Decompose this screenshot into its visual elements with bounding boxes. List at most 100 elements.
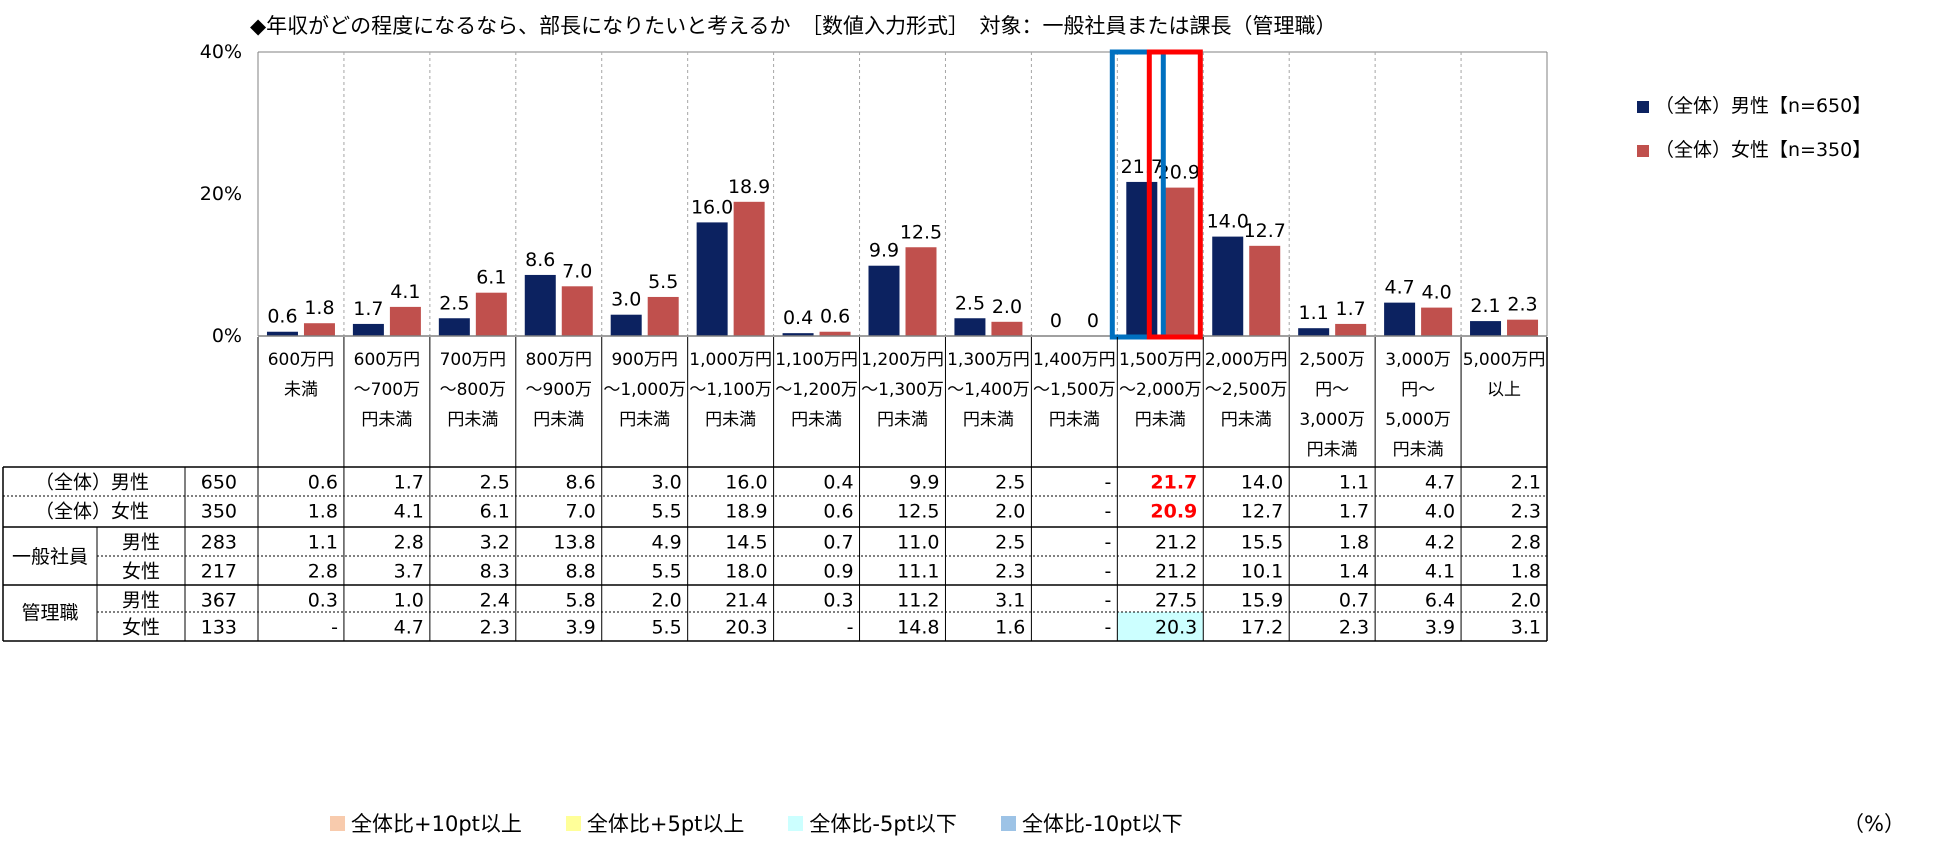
row-n-value: 133 (201, 617, 237, 639)
table-cell: 2.3 (1511, 501, 1541, 523)
table-cell: 4.2 (1425, 532, 1455, 554)
bar-value-label: 1.1 (1299, 302, 1329, 324)
category-label: 円未満 (705, 410, 756, 430)
highlight-box (1109, 49, 1166, 340)
y-tick-label: 40% (200, 41, 242, 63)
table-cell: 11.2 (897, 590, 939, 612)
bar-value-label: 2.3 (1507, 294, 1537, 316)
bar (1507, 319, 1539, 336)
table-cell: 3.1 (1511, 617, 1541, 639)
bar (1384, 302, 1416, 336)
table-cell: 12.7 (1241, 501, 1283, 523)
bar (1126, 181, 1158, 336)
table-cell: 3.0 (651, 472, 681, 494)
table-cell: 1.1 (1339, 472, 1369, 494)
bar-value-label: 4.1 (390, 281, 420, 303)
row-group-label: 管理職 (21, 602, 78, 624)
row-n-value: 283 (201, 532, 237, 554)
table-cell: 14.5 (725, 532, 767, 554)
table-cell: 21.7 (1150, 472, 1197, 494)
table-cell: 3.1 (995, 590, 1025, 612)
footer-legend-label: 全体比+5pt以上 (586, 812, 745, 836)
table-cell: 10.1 (1241, 561, 1283, 583)
table-cell: 1.8 (308, 501, 338, 523)
row-n-value: 350 (201, 501, 237, 523)
table-cell: 3.2 (480, 532, 510, 554)
bar-value-label: 8.6 (525, 249, 555, 271)
table-cell: 1.6 (995, 617, 1025, 639)
footer-legend-swatch (330, 815, 345, 831)
bar-value-label: 7.0 (562, 260, 592, 282)
table-cell: 20.3 (1155, 617, 1197, 639)
table-cell: 17.2 (1241, 617, 1283, 639)
table-cell: 3.9 (566, 617, 596, 639)
bar-value-label: 3.0 (611, 289, 641, 311)
category-label: 円未満 (1135, 410, 1186, 430)
row-n-value: 650 (201, 472, 237, 494)
table-cell: - (1104, 617, 1111, 639)
bar (303, 323, 335, 336)
bar-value-label: 2.1 (1470, 295, 1500, 317)
bar (954, 318, 986, 336)
table-cell: 2.3 (995, 561, 1025, 583)
category-label: 円未満 (1221, 410, 1272, 430)
bar-value-label: 5.5 (648, 271, 678, 293)
category-label: 2,500万 (1299, 350, 1365, 370)
table-cell: - (1104, 472, 1111, 494)
bar-value-label: 16.0 (691, 196, 733, 218)
table-cell: 0.3 (308, 590, 338, 612)
category-label: 600万円 (268, 350, 334, 370)
bar-value-label: 12.5 (900, 221, 942, 243)
table-cell: 14.0 (1241, 472, 1283, 494)
table-cell: 1.8 (1511, 561, 1541, 583)
table-cell: 11.1 (897, 561, 939, 583)
footer-legend-item: 全体比-10pt以下 (1000, 808, 1183, 838)
table-cell: 6.4 (1425, 590, 1455, 612)
row-n-value: 217 (201, 561, 237, 583)
row-gender-label: 男性 (122, 590, 160, 612)
category-label: ～900万 (526, 380, 592, 400)
row-n-value: 367 (201, 590, 237, 612)
category-label: ～800万 (440, 380, 506, 400)
bar-value-label: 1.7 (353, 298, 383, 320)
category-label: 円未満 (533, 410, 584, 430)
bar (438, 318, 470, 336)
bar (610, 314, 642, 336)
row-gender-label: 男性 (122, 532, 160, 554)
y-tick-label: 0% (212, 325, 242, 347)
table-cell: 4.9 (651, 532, 681, 554)
legend-label: （全体）男性【n=650】 (1655, 95, 1871, 117)
table-cell: 1.7 (1339, 501, 1369, 523)
row-group-label: 一般社員 (12, 546, 88, 568)
category-label: 1,500万円 (1119, 350, 1202, 370)
row-label: （全体）女性 (35, 501, 149, 523)
bar (266, 331, 298, 336)
table-cell: - (847, 617, 854, 639)
bar (1421, 307, 1453, 336)
table-cell: 18.9 (725, 501, 767, 523)
table-cell: 2.5 (995, 472, 1025, 494)
category-label: 円未満 (791, 410, 842, 430)
table-cell: 1.0 (394, 590, 424, 612)
bar-value-label: 12.7 (1244, 220, 1286, 242)
highlight-cell (1117, 612, 1204, 641)
category-label: ～1,100万 (689, 380, 772, 400)
table-cell: 2.0 (995, 501, 1025, 523)
bar (991, 321, 1023, 336)
category-label: 円未満 (447, 410, 498, 430)
footer-legend-label: 全体比-5pt以下 (809, 812, 957, 836)
footer-legend-item: 全体比-5pt以下 (788, 808, 957, 838)
chart-title: ◆年収がどの程度になるなら、部長になりたいと考えるか ［数値入力形式］ 対象：一… (250, 14, 1337, 38)
table-cell: 2.5 (480, 472, 510, 494)
bar (1212, 236, 1244, 336)
bar (561, 286, 593, 336)
category-label: ～1,000万 (603, 380, 686, 400)
footer-legend-item: 全体比+5pt以上 (565, 808, 745, 838)
bar-value-label: 14.0 (1207, 211, 1249, 233)
table-cell: 2.1 (1511, 472, 1541, 494)
table-cell: 2.0 (1511, 590, 1541, 612)
bar-value-label: 2.0 (992, 296, 1022, 318)
footer-legend-item: 全体比+10pt以上 (330, 808, 522, 838)
table-cell: 16.0 (725, 472, 767, 494)
category-label: 700万円 (440, 350, 506, 370)
